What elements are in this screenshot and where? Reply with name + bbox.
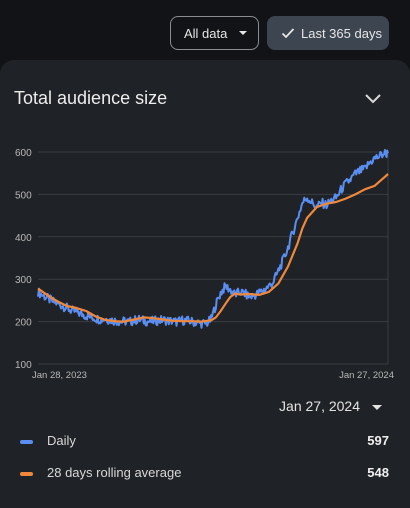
series-line-rolling-average xyxy=(37,173,389,323)
date-caret-icon xyxy=(372,405,382,410)
y-tick-label-500: 500 xyxy=(15,190,32,201)
dropdown-caret-icon xyxy=(239,31,248,35)
legend-item-rolling-average: 28 days rolling average 548 xyxy=(0,465,410,485)
y-tick-label-300: 300 xyxy=(15,275,32,286)
x-tick-label-start: Jan 28, 2023 xyxy=(32,370,87,381)
y-tick-label-200: 200 xyxy=(15,318,32,329)
x-tick-label-end: Jan 27, 2024 xyxy=(339,370,394,381)
audience-line-chart[interactable]: 100 200 300 400 500 600 Jan 28, 2023 Jan 27, 20… xyxy=(0,60,410,390)
legend-value-daily: 597 xyxy=(367,433,389,448)
y-tick-label-600: 600 xyxy=(15,148,32,159)
legend-label-daily: Daily xyxy=(47,433,76,448)
series-line-daily xyxy=(37,149,389,329)
daily-swatch-icon xyxy=(20,440,33,444)
last-365-days-chip[interactable]: Last 365 days xyxy=(267,16,389,50)
selected-date-label: Jan 27, 2024 xyxy=(279,398,360,414)
legend-label-rolling-average: 28 days rolling average xyxy=(47,465,182,480)
legend-value-rolling-average: 548 xyxy=(367,465,389,480)
y-tick-label-400: 400 xyxy=(15,233,32,244)
audience-size-card: Total audience size 100 200 300 400 500 600 Ja… xyxy=(0,60,410,508)
y-tick-label-100: 100 xyxy=(15,360,32,371)
toolbar: All data Last 365 days xyxy=(0,16,410,50)
card-title: Total audience size xyxy=(14,88,168,108)
checkmark-icon xyxy=(281,28,295,39)
rolling-average-swatch-icon xyxy=(20,472,33,476)
all-data-label: All data xyxy=(184,25,228,41)
all-data-dropdown[interactable]: All data xyxy=(170,16,259,50)
last-365-days-label: Last 365 days xyxy=(301,25,382,41)
chevron-down-icon[interactable] xyxy=(364,92,382,104)
date-selector[interactable]: Jan 27, 2024 xyxy=(0,398,410,418)
legend-item-daily: Daily 597 xyxy=(0,433,410,453)
